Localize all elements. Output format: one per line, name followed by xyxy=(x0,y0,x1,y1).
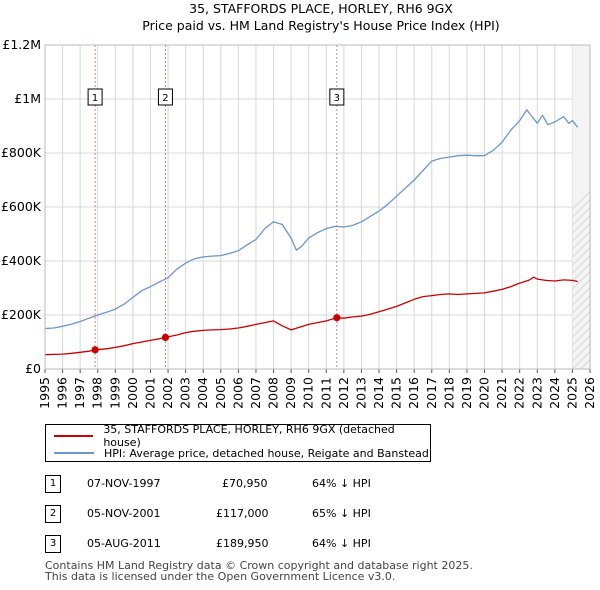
sale-marker-badge: 2 xyxy=(45,505,61,523)
x-tick-label: 2025 xyxy=(564,377,579,409)
y-tick-label: £400K xyxy=(1,253,42,268)
property-line xyxy=(44,276,578,356)
sale-box xyxy=(87,88,103,106)
price-chart: 35, STAFFORDS PLACE, HORLEY, RH6 9GX Pri… xyxy=(1,1,600,409)
sale-hpi-diff: 64% ↓ HPI xyxy=(312,537,371,550)
legend-item-property: 35, STAFFORDS PLACE, HORLEY, RH6 9GX (de… xyxy=(54,423,430,449)
x-tick-label: 1995 xyxy=(37,377,52,409)
x-tick-label: 2016 xyxy=(406,377,421,409)
x-tick-label: 2023 xyxy=(529,377,544,409)
x-tick-label: 2024 xyxy=(547,377,562,409)
sale-hpi-diff: 64% ↓ HPI xyxy=(312,477,371,490)
x-tick-label: 2018 xyxy=(441,377,456,409)
y-tick-label: £800K xyxy=(1,145,42,160)
sale-date: 07-NOV-1997 xyxy=(87,477,161,490)
hatch-line xyxy=(572,190,591,210)
sale-date: 05-AUG-2011 xyxy=(87,537,161,550)
sale-box-label: 1 xyxy=(92,93,98,104)
grid xyxy=(44,44,591,370)
x-tick-label: 2003 xyxy=(178,377,193,409)
sale-hpi-diff: 65% ↓ HPI xyxy=(312,507,371,520)
sale-marker-badge: 1 xyxy=(45,475,61,493)
x-tick-label: 2006 xyxy=(230,377,245,409)
y-axis: £0 £200K £400K £600K £800K £1M £1.2M xyxy=(1,37,42,376)
hpi-line xyxy=(44,109,579,330)
sale-box xyxy=(329,88,345,106)
y-tick-label: £600K xyxy=(1,199,42,214)
x-tick-label: 2007 xyxy=(248,377,263,409)
sale-row: 1 07-NOV-1997 £70,950 64% ↓ HPI xyxy=(45,475,465,495)
sale-box-label: 2 xyxy=(162,93,168,104)
x-tick-label: 2004 xyxy=(195,377,210,409)
sale-price: £189,950 xyxy=(216,537,269,550)
y-tick-label: £0 xyxy=(25,361,41,376)
legend-label-property: 35, STAFFORDS PLACE, HORLEY, RH6 9GX (de… xyxy=(103,423,395,449)
y-tick-label: £1M xyxy=(14,91,41,106)
hatch-line xyxy=(596,45,600,369)
x-tick-label: 2001 xyxy=(142,377,157,409)
x-tick-label: 2013 xyxy=(353,377,368,409)
legend-item-hpi: HPI: Average price, detached house, Reig… xyxy=(54,445,429,461)
legend-label-hpi: HPI: Average price, detached house, Reig… xyxy=(104,446,429,460)
chart-title: 35, STAFFORDS PLACE, HORLEY, RH6 9GX xyxy=(189,1,453,16)
x-tick-label: 2014 xyxy=(371,377,386,409)
sale-row: 2 05-NOV-2001 £117,000 65% ↓ HPI xyxy=(45,505,465,525)
sale-points xyxy=(91,314,341,354)
sale-price: £70,950 xyxy=(222,477,268,490)
x-tick-label: 1999 xyxy=(107,377,122,409)
y-tick-label: £200K xyxy=(1,307,42,322)
x-tick-label: 1998 xyxy=(90,377,105,409)
x-tick-label: 2000 xyxy=(125,377,140,409)
sale-box xyxy=(157,88,173,106)
legend: 35, STAFFORDS PLACE, HORLEY, RH6 9GX (de… xyxy=(45,423,431,462)
x-tick-label: 2002 xyxy=(160,377,175,409)
x-tick-label: 2008 xyxy=(266,377,281,409)
x-tick-label: 2020 xyxy=(477,377,492,409)
legend-swatch-property xyxy=(54,435,94,437)
sale-point xyxy=(161,333,170,342)
x-tick-label: 2009 xyxy=(283,377,298,409)
sale-row: 3 05-AUG-2011 £189,950 64% ↓ HPI xyxy=(45,535,465,555)
x-tick-label: 2012 xyxy=(336,377,351,409)
hatch-line xyxy=(572,302,591,322)
x-tick-label: 2026 xyxy=(582,377,597,409)
x-tick-label: 2010 xyxy=(301,377,316,409)
x-axis: 1995 1996 1997 1998 1999 2000 2001 2002 2003 2004… xyxy=(37,369,597,409)
sale-box-label: 3 xyxy=(334,93,340,104)
sale-marker-badge: 3 xyxy=(45,535,61,553)
x-tick-label: 2021 xyxy=(494,377,509,409)
x-tick-label: 2015 xyxy=(389,377,404,409)
x-tick-label: 2022 xyxy=(512,377,527,409)
series-lines xyxy=(44,109,579,356)
hatch-line xyxy=(572,198,591,218)
x-tick-label: 2017 xyxy=(424,377,439,409)
y-tick-label: £1.2M xyxy=(2,37,41,52)
x-tick-label: 2019 xyxy=(459,377,474,409)
sale-point xyxy=(333,314,341,322)
plot-frame xyxy=(44,44,591,370)
legend-swatch-hpi xyxy=(54,452,94,454)
sale-price: £117,000 xyxy=(216,507,269,520)
x-tick-label: 2005 xyxy=(213,377,228,409)
chart-subtitle: Price paid vs. HM Land Registry's House … xyxy=(142,18,499,33)
footer-licence: This data is licensed under the Open Gov… xyxy=(45,570,396,583)
hatch-line xyxy=(572,310,591,330)
x-tick-label: 1996 xyxy=(55,377,70,409)
sale-vlines: 1 2 3 xyxy=(87,45,345,369)
x-tick-label: 2011 xyxy=(318,377,333,409)
x-tick-label: 1997 xyxy=(72,377,87,409)
sale-point xyxy=(91,346,99,354)
sale-date: 05-NOV-2001 xyxy=(87,507,161,520)
footer-copyright: Contains HM Land Registry data © Crown c… xyxy=(45,559,473,572)
footer: Contains HM Land Registry data © Crown c… xyxy=(45,560,473,582)
